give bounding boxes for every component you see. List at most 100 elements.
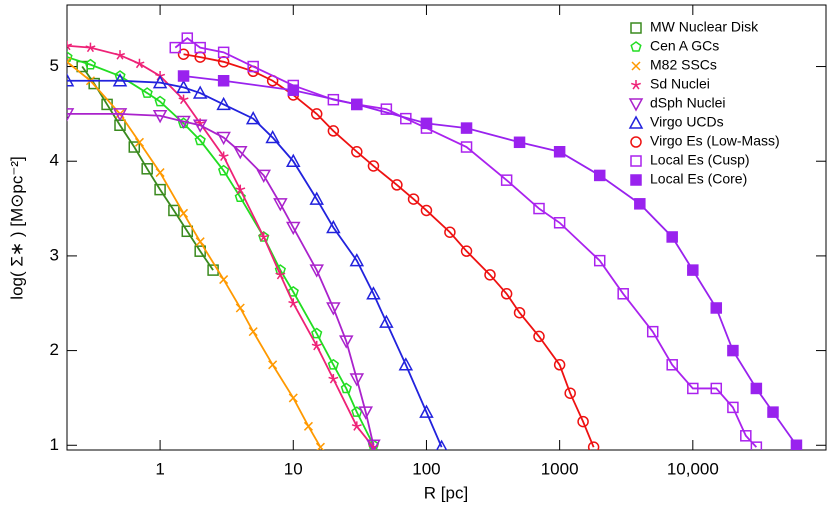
marker (533, 202, 545, 215)
legend-label: Virgo UCDs (650, 114, 724, 130)
marker (134, 137, 144, 147)
marker (631, 61, 641, 71)
marker (315, 442, 325, 450)
marker (750, 441, 763, 450)
marker (349, 253, 365, 267)
marker (628, 98, 644, 112)
marker (181, 32, 194, 44)
marker (710, 382, 723, 395)
marker (195, 237, 205, 247)
marker (710, 302, 723, 314)
marker (553, 146, 566, 158)
y-axis-label: log( Σ∗ ) [M⊙pc⁻²] (7, 156, 26, 299)
marker (687, 382, 699, 395)
marker (88, 77, 100, 90)
marker (311, 327, 323, 339)
x-axis-label: R [pc] (424, 483, 468, 502)
marker (192, 119, 208, 133)
marker (287, 84, 300, 96)
marker (444, 226, 456, 238)
marker (154, 95, 166, 107)
marker (327, 125, 340, 137)
marker (646, 325, 659, 338)
marker (630, 136, 642, 148)
legend-label: MW Nuclear Disk (650, 19, 759, 35)
marker (287, 285, 299, 297)
x-tick-label: 10 (284, 459, 303, 478)
marker (407, 193, 420, 205)
marker (577, 415, 589, 428)
marker (247, 60, 259, 73)
marker (248, 327, 258, 337)
marker (311, 340, 322, 351)
marker (500, 288, 513, 300)
marker (666, 231, 678, 243)
marker (379, 314, 394, 328)
marker (179, 208, 189, 218)
marker (340, 382, 352, 394)
legend-label: M82 SSCs (650, 57, 717, 73)
marker (351, 98, 363, 111)
marker (790, 439, 803, 450)
marker (256, 169, 271, 183)
marker (176, 79, 191, 94)
legend-label: Cen A GCs (650, 38, 719, 54)
marker (460, 122, 473, 134)
marker (326, 302, 341, 316)
legend-label: Local Es (Core) (650, 171, 747, 187)
marker (234, 191, 246, 202)
x-tick-label: 1000 (541, 459, 579, 478)
marker (177, 48, 190, 60)
marker (168, 204, 180, 217)
marker (513, 306, 526, 319)
marker (67, 108, 75, 122)
marker (351, 421, 362, 431)
marker (303, 421, 313, 431)
marker (67, 51, 73, 62)
marker (358, 406, 373, 420)
marker (176, 115, 191, 130)
marker (366, 286, 381, 300)
y-tick-label: 5 (50, 56, 59, 75)
marker (687, 264, 699, 276)
marker (380, 103, 393, 115)
series-line (67, 44, 375, 448)
marker (630, 155, 642, 167)
marker (67, 40, 72, 51)
marker (420, 204, 433, 217)
marker (513, 136, 526, 149)
marker (727, 401, 739, 414)
series-line (67, 112, 375, 446)
marker (593, 254, 606, 267)
marker (235, 184, 246, 195)
marker (194, 41, 206, 54)
marker (265, 129, 280, 144)
x-tick-label: 1 (155, 459, 164, 478)
marker (152, 110, 168, 124)
marker (178, 94, 189, 105)
marker (177, 70, 190, 82)
marker (288, 393, 298, 403)
marker (484, 269, 496, 281)
series-line (81, 66, 214, 271)
marker (152, 75, 168, 89)
marker (351, 146, 363, 158)
marker (217, 74, 230, 87)
marker (115, 50, 125, 60)
marker (564, 387, 576, 399)
marker (235, 303, 245, 313)
marker (112, 108, 128, 122)
marker (630, 41, 642, 52)
marker (349, 373, 365, 387)
marker (216, 131, 231, 146)
marker (154, 183, 166, 196)
y-tick-label: 2 (50, 340, 59, 359)
marker (112, 73, 128, 87)
marker (727, 344, 739, 357)
legend-label: dSph Nuclei (650, 95, 726, 111)
marker (435, 439, 448, 450)
series-line (67, 56, 375, 446)
marker (169, 41, 182, 54)
plot-area (67, 32, 803, 450)
marker (219, 275, 229, 285)
